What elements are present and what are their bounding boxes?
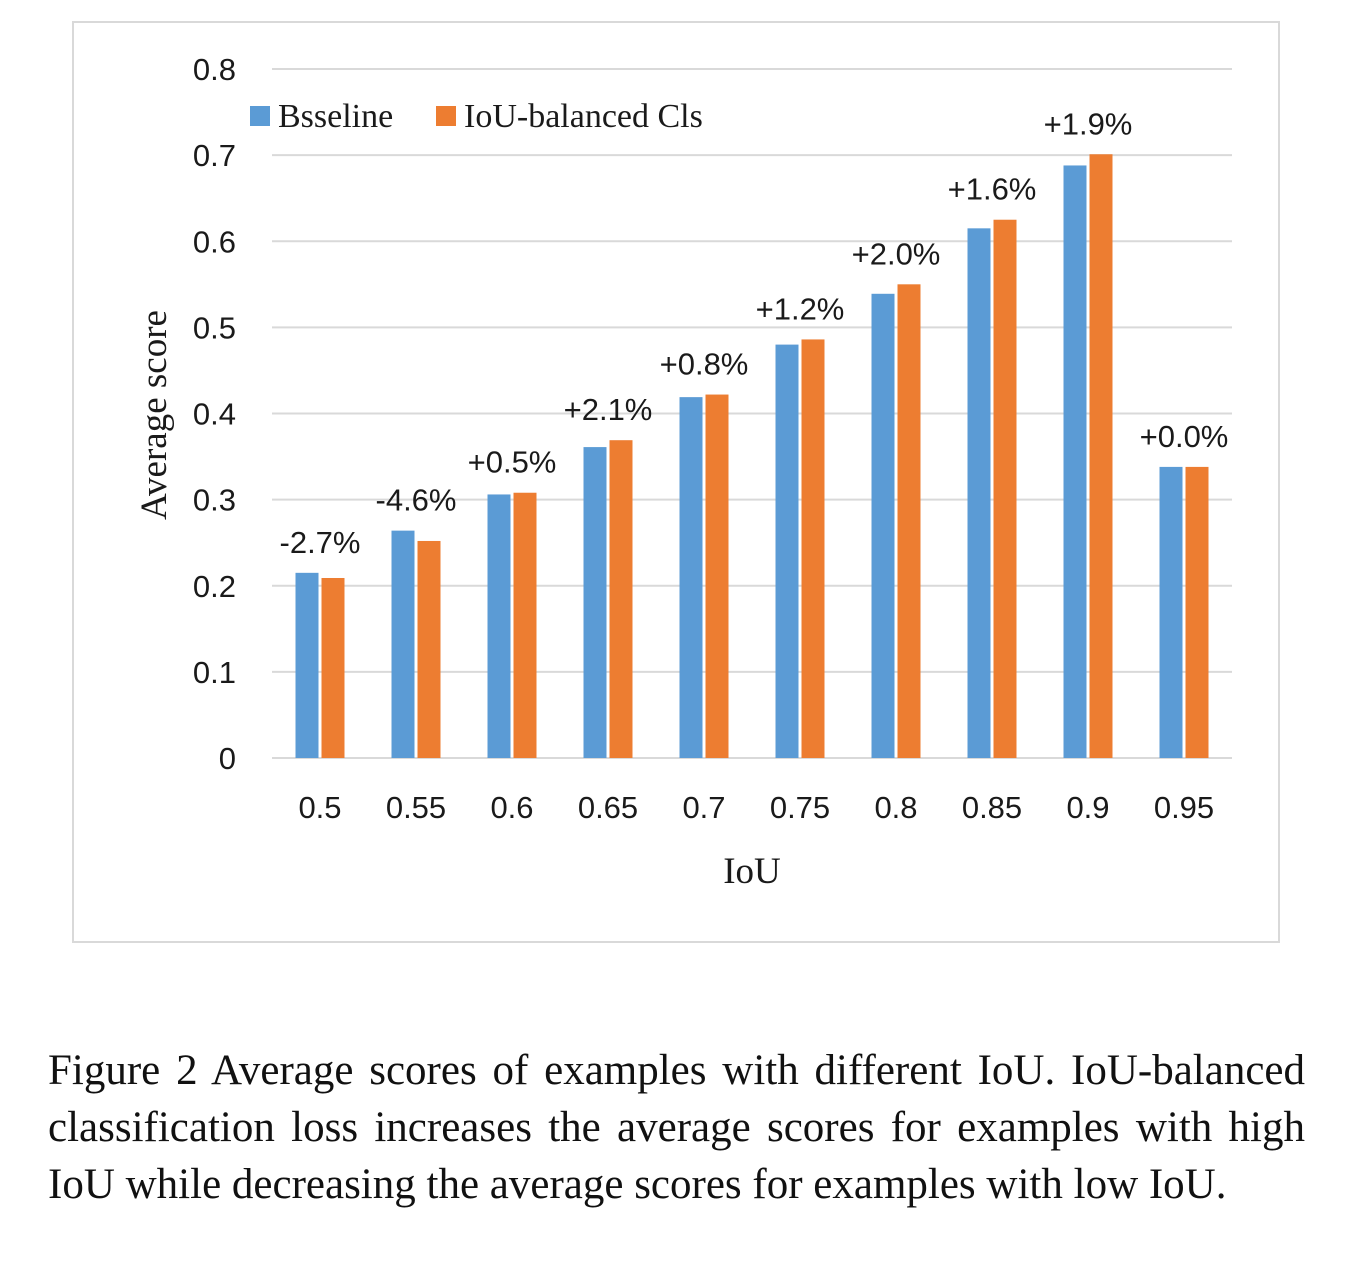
bar-bsseline: [679, 397, 703, 758]
x-tick-label: 0.6: [490, 790, 533, 825]
bar-iou-balanced-cls: [801, 339, 825, 758]
bar-bsseline: [295, 572, 319, 758]
data-labels: -2.7% -4.6% +0.5%+2.1%+0.8%+1.2%+2.0%+1.6%…: [280, 106, 1229, 560]
y-axis-label: Average score: [134, 310, 175, 520]
data-label: +1.2%: [756, 291, 845, 326]
y-tick-label: 0.2: [193, 569, 236, 604]
data-label: +2.0%: [852, 236, 941, 271]
x-tick-label: 0.5: [298, 790, 341, 825]
data-label: +0.5%: [468, 445, 557, 480]
legend: Bsseline IoU-balanced Cls: [250, 98, 703, 135]
data-label: +0.8%: [660, 347, 749, 382]
bar-bsseline: [871, 293, 895, 758]
y-tick-label: 0: [219, 741, 236, 776]
bar-iou-balanced-cls: [609, 440, 633, 758]
bars: [295, 154, 1209, 759]
y-tick-label: 0.4: [193, 397, 236, 432]
bar-chart: 0 0.1 0.2 0.3 0.4 0.5 0.6 0.7 0.8 -2.7% -4.6% +0.5…: [134, 52, 1232, 892]
x-tick-label: 0.85: [962, 790, 1022, 825]
bar-bsseline: [775, 344, 799, 758]
y-tick-label: 0.6: [193, 224, 236, 259]
bar-iou-balanced-cls: [321, 577, 345, 758]
bar-iou-balanced-cls: [417, 540, 441, 758]
x-tick-label: 0.9: [1066, 790, 1109, 825]
bar-bsseline: [1159, 466, 1183, 758]
legend-swatch: [436, 106, 456, 126]
y-tick-labels: 0 0.1 0.2 0.3 0.4 0.5 0.6 0.7 0.8: [193, 52, 236, 776]
x-axis-label: IoU: [723, 851, 781, 892]
data-label: +2.1%: [564, 392, 653, 427]
bar-bsseline: [391, 530, 415, 758]
bar-bsseline: [487, 494, 511, 758]
bar-iou-balanced-cls: [993, 219, 1017, 758]
x-tick-label: 0.55: [386, 790, 446, 825]
x-tick-label: 0.8: [874, 790, 917, 825]
bar-iou-balanced-cls: [897, 284, 921, 758]
gridlines: [272, 68, 1232, 759]
legend-label: Bsseline: [278, 98, 393, 135]
x-tick-label: 0.95: [1154, 790, 1214, 825]
bar-bsseline: [1063, 165, 1087, 758]
x-tick-labels: 0.5 0.55 0.6 0.65 0.7 0.75 0.8 0.85 0.9 0.95: [298, 790, 1214, 825]
y-tick-label: 0.3: [193, 483, 236, 518]
bar-bsseline: [967, 228, 991, 759]
bar-iou-balanced-cls: [705, 394, 729, 758]
x-tick-label: 0.7: [682, 790, 725, 825]
y-tick-label: 0.1: [193, 655, 236, 690]
y-tick-label: 0.7: [193, 138, 236, 173]
y-tick-label: 0.8: [193, 52, 236, 87]
data-label: -2.7%: [280, 525, 361, 560]
legend-label: IoU-balanced Cls: [464, 98, 703, 135]
data-label: +1.9%: [1044, 106, 1133, 141]
data-label: +1.6%: [948, 172, 1037, 207]
data-label: +0.0%: [1140, 419, 1229, 454]
legend-swatch: [250, 106, 270, 126]
bar-iou-balanced-cls: [513, 492, 537, 758]
x-tick-label: 0.65: [578, 790, 638, 825]
figure-caption: Figure 2 Average scores of examples with…: [48, 1047, 1305, 1208]
data-label: -4.6%: [376, 483, 457, 518]
bar-bsseline: [583, 447, 607, 758]
x-tick-label: 0.75: [770, 790, 830, 825]
y-tick-label: 0.5: [193, 310, 236, 345]
bar-iou-balanced-cls: [1185, 466, 1209, 758]
bar-iou-balanced-cls: [1089, 154, 1113, 759]
